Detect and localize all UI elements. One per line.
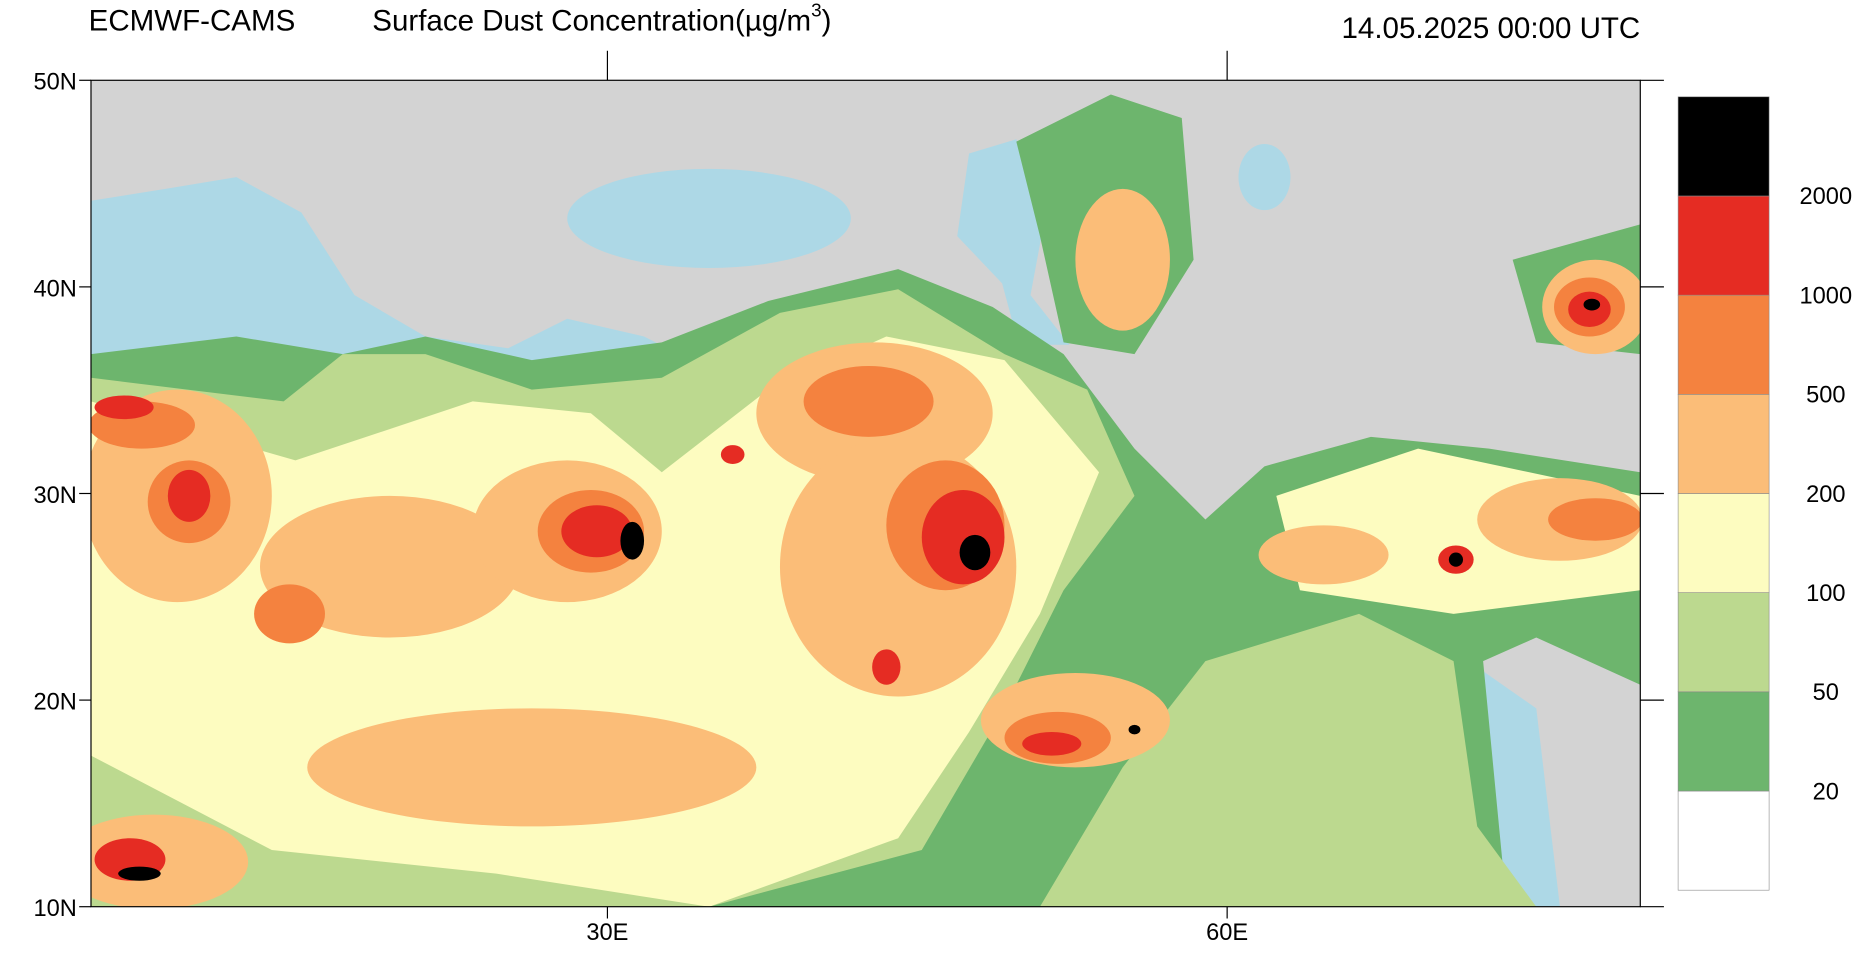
y-tick-label: 40N: [33, 276, 76, 302]
dust-field: [90, 94, 1641, 907]
legend-label: 2000: [1800, 184, 1853, 210]
legend-swatch: [1677, 195, 1770, 296]
y-tick-label: 10N: [33, 896, 76, 922]
title-text-end: ): [822, 5, 832, 38]
legend-swatch: [1677, 294, 1770, 395]
legend-label: 50: [1813, 680, 1839, 706]
x-tick-label: 30E: [586, 920, 628, 946]
caspian-sea: [957, 139, 1070, 345]
legend-swatch: [1677, 394, 1770, 494]
title-text: Surface Dust Concentration(µg/m: [372, 5, 811, 38]
legend-swatch: [1677, 790, 1770, 891]
map-title: Surface Dust Concentration(µg/m3): [372, 1, 831, 38]
legend-label: 200: [1806, 482, 1845, 508]
x-tick-label: 60E: [1206, 920, 1248, 946]
legend-swatch: [1677, 592, 1770, 693]
aral-sea: [1238, 144, 1291, 211]
dust-2000: [118, 298, 1601, 881]
legend-label: 500: [1806, 383, 1845, 409]
dust-50-sea: [1039, 613, 1537, 907]
legend-label: 1000: [1800, 283, 1853, 309]
valid-time: 14.05.2025 00:00 UTC: [1341, 12, 1640, 45]
black-sea: [567, 168, 851, 268]
model-name: ECMWF-CAMS: [89, 5, 296, 38]
legend-label: 20: [1813, 779, 1839, 805]
y-tick-label: 20N: [33, 690, 76, 716]
y-tick-label: 50N: [33, 70, 76, 96]
map-area: [90, 80, 1641, 907]
legend-swatch: [1677, 96, 1770, 197]
legend-swatch: [1677, 691, 1770, 792]
legend-label: 100: [1806, 581, 1845, 607]
y-tick-label: 30N: [33, 483, 76, 509]
title-superscript: 3: [811, 1, 822, 22]
legend-swatch: [1677, 493, 1770, 593]
